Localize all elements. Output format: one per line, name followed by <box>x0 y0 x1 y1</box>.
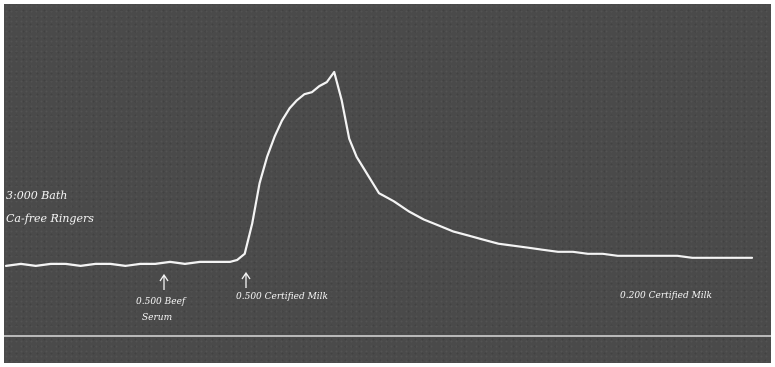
series-layer <box>4 70 754 267</box>
kymograph-tracing-chart: 3:000 Bath Ca-free Ringers 0.500 Beef Se… <box>4 4 771 363</box>
annotation-milk-added: 0.500 Certified Milk <box>236 292 328 302</box>
annotation-start-line1: 3:000 Bath <box>6 189 67 202</box>
serum-arrow <box>159 273 169 290</box>
chart-svg: 3:000 Bath Ca-free Ringers 0.500 Beef Se… <box>4 70 771 337</box>
series-line-0 <box>4 70 754 267</box>
annotation-serum-line2: Serum <box>142 313 172 323</box>
annotation-milk-end: 0.200 Certified Milk <box>620 291 712 301</box>
annotation-serum-line1: 0.500 Beef <box>136 297 187 307</box>
annotation-start-line2: Ca-free Ringers <box>6 212 94 225</box>
milk-arrow <box>241 271 251 288</box>
